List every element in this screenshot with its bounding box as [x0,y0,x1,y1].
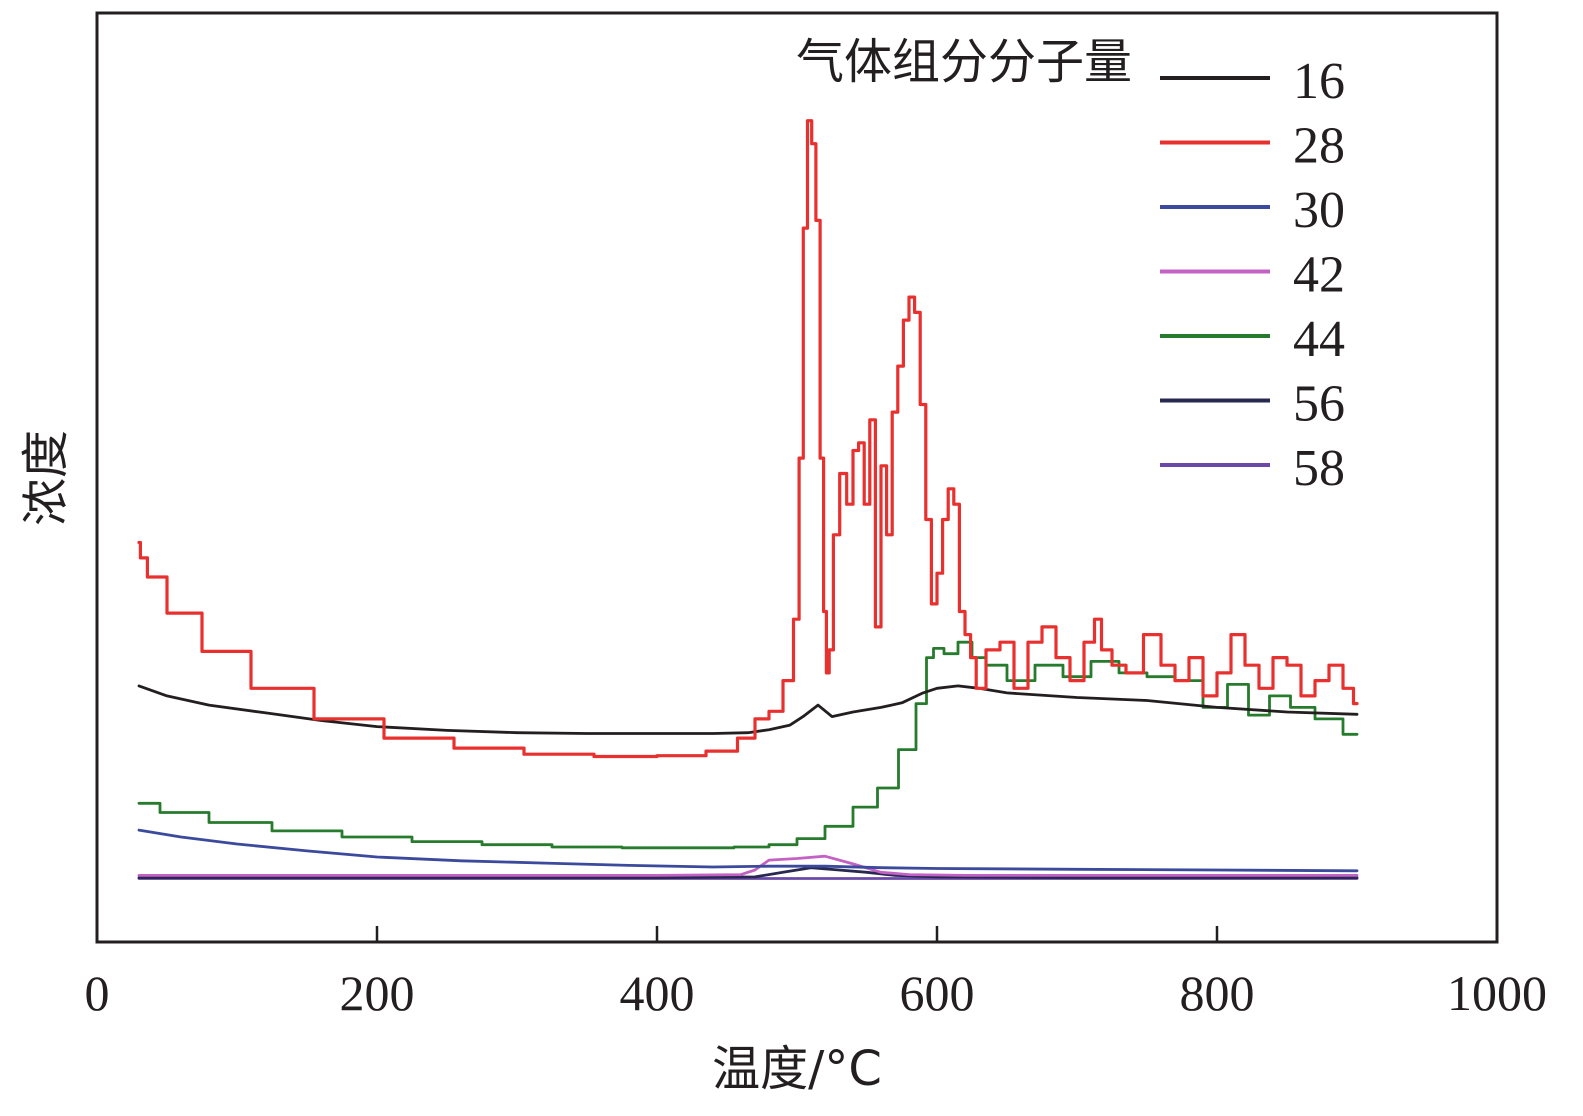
x-axis-title: 温度/°C [712,1041,882,1097]
legend-label-28: 28 [1293,118,1345,175]
y-axis-title: 浓度 [18,430,74,526]
legend-label-16: 16 [1293,53,1345,110]
series-layer [137,119,1359,880]
series-line-56 [137,866,1359,880]
x-tick-label: 400 [620,965,695,1021]
legend-items: 16 28 30 42 44 56 58 [1160,53,1345,497]
legend-label-44: 44 [1293,311,1345,368]
x-tick-label: 600 [900,965,975,1021]
legend-label-56: 56 [1293,376,1345,433]
series-line-16 [137,684,1359,735]
legend: 气体组分分子量 16 28 30 42 44 56 58 [796,34,1345,497]
series-line-42 [137,854,1359,877]
x-axis-ticks: 0 200 400 600 800 1000 [85,926,1547,1021]
legend-title: 气体组分分子量 [796,34,1132,90]
legend-label-30: 30 [1293,182,1345,239]
series-line-30 [137,828,1359,873]
x-tick-label: 200 [340,965,415,1021]
x-tick-label: 1000 [1447,965,1547,1021]
plot-frame [95,11,1499,944]
series-line-28 [137,119,1359,759]
x-tick-label: 0 [85,965,110,1021]
legend-label-42: 42 [1293,247,1345,304]
legend-label-58: 58 [1293,440,1345,497]
x-tick-label: 800 [1180,965,1255,1021]
